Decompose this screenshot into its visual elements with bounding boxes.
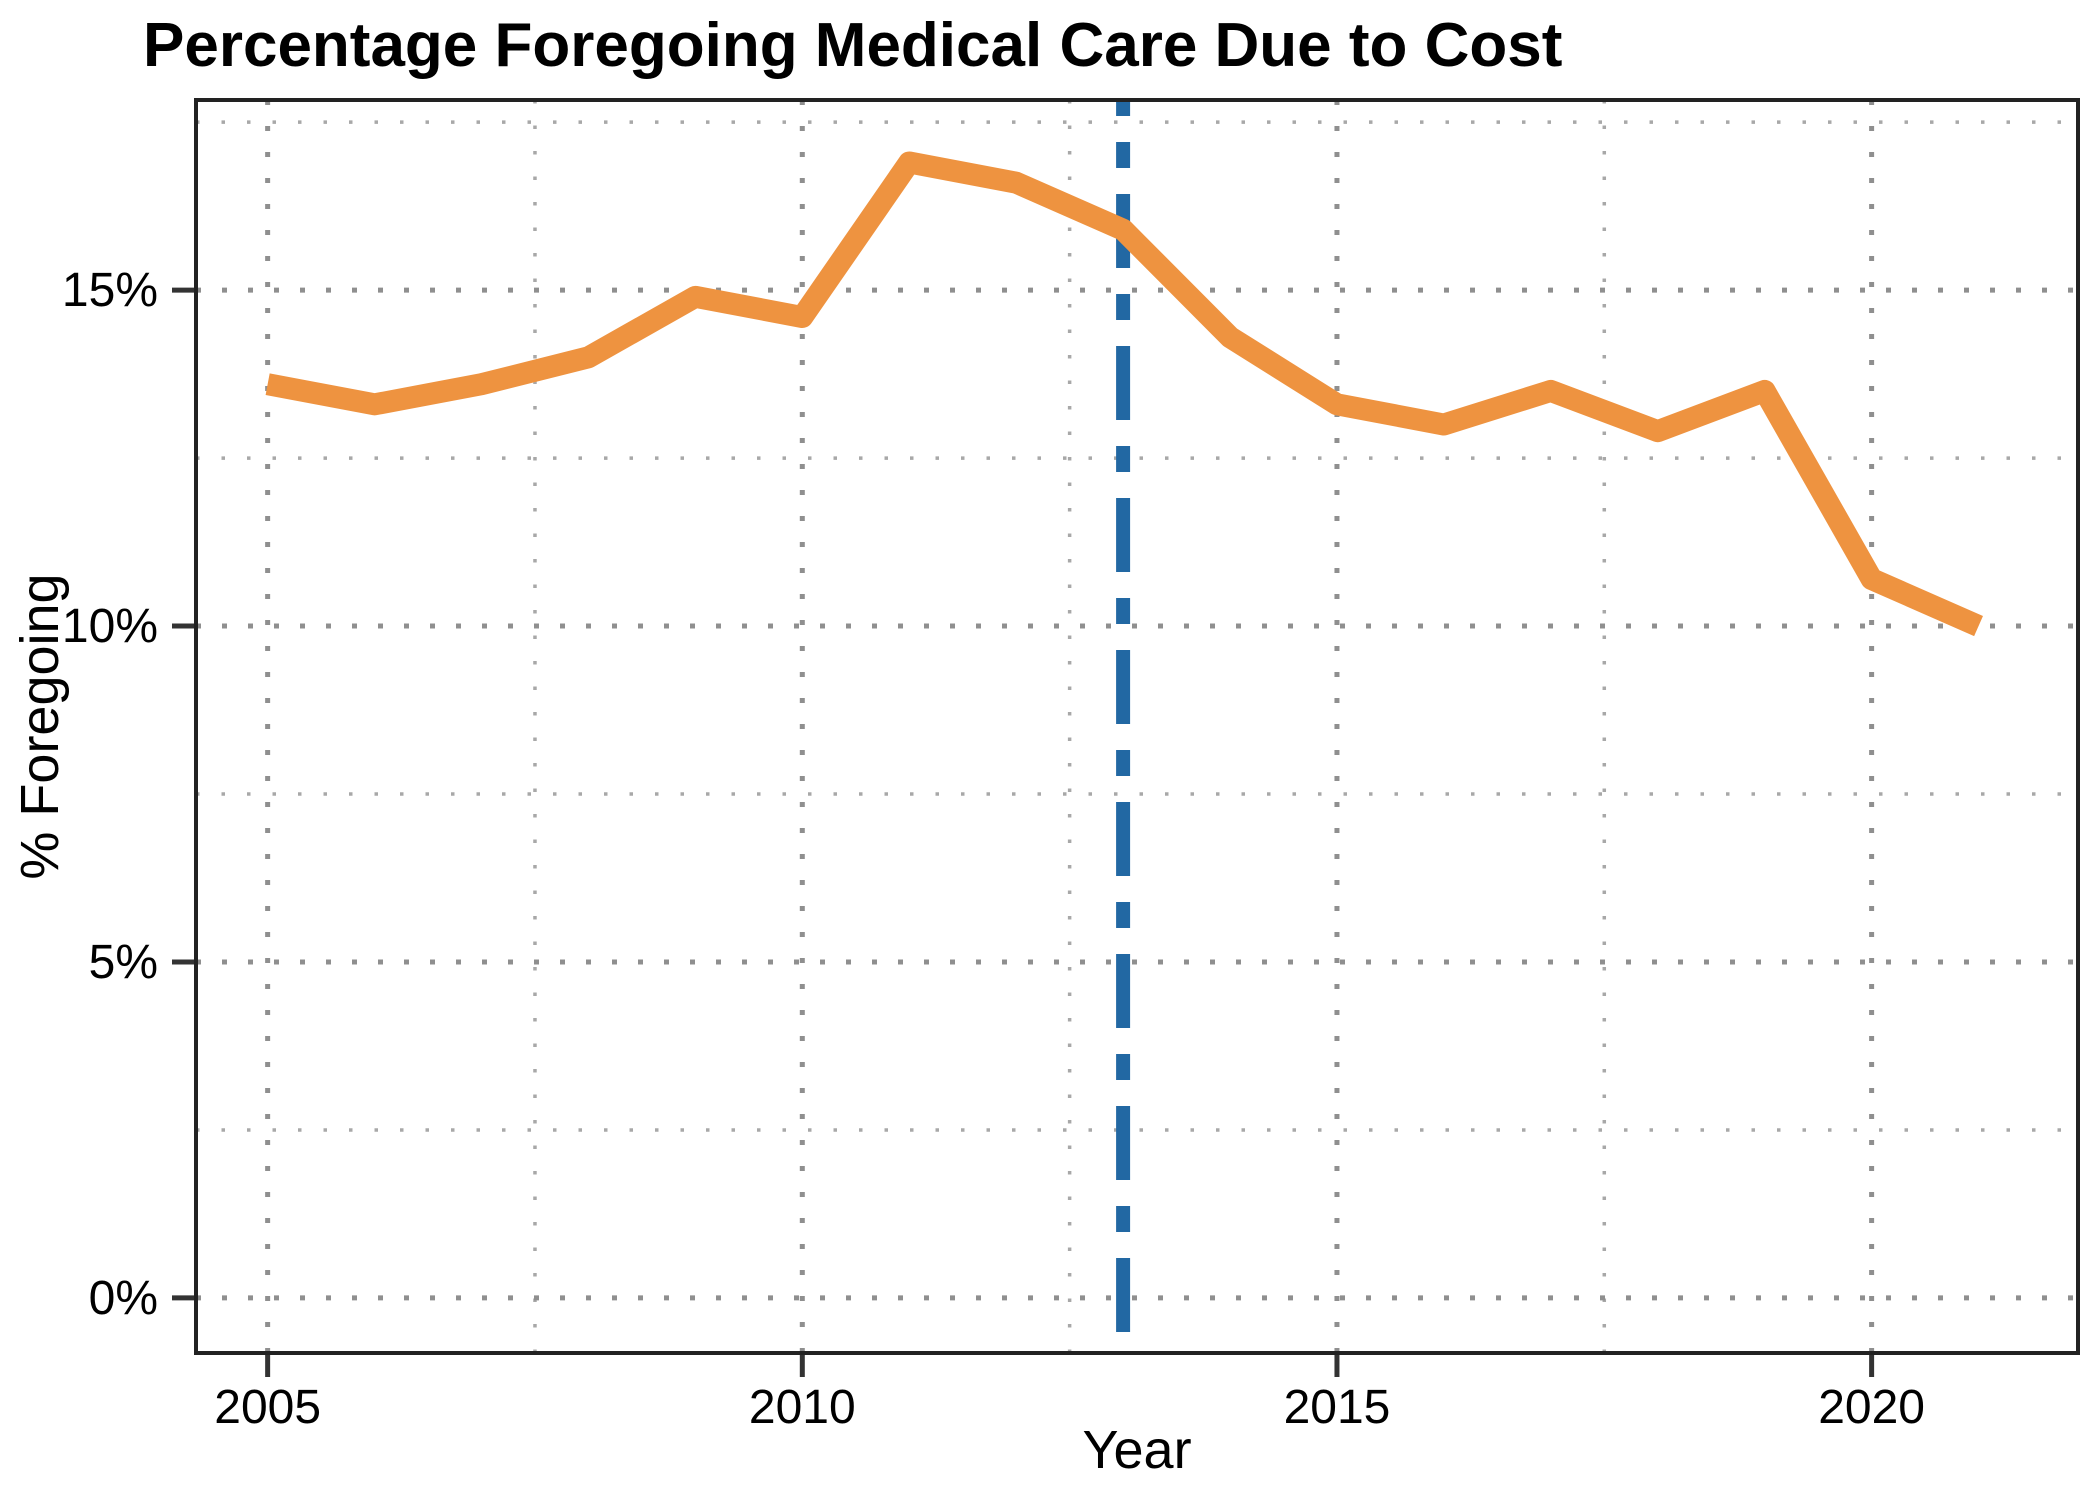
panel-border xyxy=(194,98,2080,1355)
x-axis-title: Year xyxy=(1082,1420,1191,1480)
y-tick-label-15: 15% xyxy=(62,264,158,317)
data-line-percent-foregoing-care xyxy=(265,151,1983,637)
x-tick-label-2015: 2015 xyxy=(1284,1381,1391,1434)
x-tick-label-2010: 2010 xyxy=(749,1381,856,1434)
y-axis-title: % Foregoing xyxy=(10,573,70,879)
y-tick-label-5: 5% xyxy=(89,936,158,989)
x-tick-label-2020: 2020 xyxy=(1818,1381,1925,1434)
y-tick-label-0: 0% xyxy=(89,1272,158,1325)
x-tick-label-2005: 2005 xyxy=(214,1381,321,1434)
chart-title: Percentage Foregoing Medical Care Due to… xyxy=(143,11,1563,80)
y-tick-label-10: 10% xyxy=(62,600,158,653)
